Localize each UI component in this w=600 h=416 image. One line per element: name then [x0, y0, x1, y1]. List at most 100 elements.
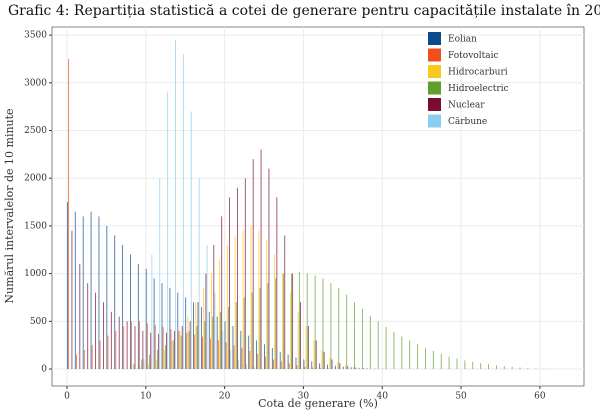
x-tick-label: 50 — [455, 392, 467, 402]
hist-bar — [187, 317, 188, 369]
hist-bar — [181, 336, 182, 369]
hist-bar — [264, 344, 265, 369]
hist-bar — [154, 278, 155, 369]
hist-bar — [84, 350, 85, 369]
hist-bar — [202, 337, 203, 369]
hist-bar — [127, 321, 128, 369]
hist-bar — [166, 333, 167, 369]
hist-bar — [95, 293, 96, 369]
hist-bar — [91, 212, 92, 369]
hist-bar — [174, 331, 175, 369]
hist-bar — [244, 297, 245, 369]
hist-bar — [378, 321, 379, 369]
hist-bar — [119, 317, 120, 369]
hist-bar — [320, 368, 321, 369]
hist-bar — [207, 245, 208, 369]
chart-title: Grafic 4: Repartiția statistică a cotei … — [8, 3, 600, 19]
hist-bar — [251, 226, 252, 369]
hist-bar — [141, 359, 142, 369]
hist-bar — [190, 321, 191, 369]
x-tick-label: 10 — [140, 392, 152, 402]
hist-bar — [199, 178, 200, 369]
hist-bar — [203, 288, 204, 369]
hist-bar — [252, 293, 253, 369]
hist-bar — [265, 357, 266, 369]
hist-bar — [238, 359, 239, 369]
hist-bar — [305, 367, 306, 369]
hist-bar — [307, 274, 308, 369]
hist-bar — [527, 368, 528, 369]
legend-label: Cărbune — [448, 116, 487, 127]
hist-bar — [114, 235, 115, 369]
hist-bar — [212, 317, 213, 369]
hist-bar — [157, 350, 158, 369]
hist-bar — [230, 350, 231, 369]
legend-swatch — [428, 115, 441, 128]
y-tick-label: 3000 — [24, 78, 47, 88]
hist-bar — [169, 288, 170, 369]
hist-bar — [464, 360, 465, 369]
hist-bar — [235, 235, 236, 369]
hist-bar — [284, 235, 285, 369]
legend-label: Hidrocarburi — [448, 68, 508, 78]
hist-bar — [267, 283, 268, 369]
x-tick-label: 40 — [377, 392, 389, 402]
hist-bar — [147, 323, 148, 369]
hist-bar — [123, 326, 124, 369]
hist-bar — [142, 331, 143, 369]
hist-bar — [204, 321, 205, 369]
hist-bar — [151, 255, 152, 369]
hist-bar — [236, 302, 237, 369]
legend-swatch — [428, 82, 441, 95]
hist-bar — [299, 272, 300, 369]
hist-bar — [246, 364, 247, 369]
hist-bar — [324, 352, 325, 369]
legend-label: Hidroelectric — [448, 84, 509, 94]
legend-label: Nuclear — [448, 101, 485, 111]
hist-bar — [131, 321, 132, 369]
hist-bar — [409, 340, 410, 369]
y-tick-label: 1000 — [24, 269, 47, 279]
hist-bar — [401, 337, 402, 369]
hist-bar — [272, 348, 273, 369]
hist-bar — [346, 295, 347, 369]
hist-bar — [312, 368, 313, 369]
y-tick-label: 0 — [41, 365, 47, 375]
hist-bar — [241, 348, 242, 369]
legend-label: Fotovoltaic — [448, 51, 499, 61]
hist-bar — [222, 331, 223, 369]
hist-bar — [196, 326, 197, 369]
hist-bar — [217, 317, 218, 369]
hist-bar — [150, 333, 151, 369]
hist-bar — [183, 54, 184, 369]
hist-bar — [100, 340, 101, 369]
x-tick-label: 30 — [298, 392, 310, 402]
hist-bar — [261, 150, 262, 369]
hist-bar — [330, 283, 331, 369]
hist-bar — [296, 358, 297, 369]
hist-bar — [311, 361, 312, 369]
hist-bar — [496, 365, 497, 369]
hist-bar — [193, 302, 194, 369]
hist-bar — [243, 231, 244, 369]
hist-bar — [449, 357, 450, 369]
hist-bar — [276, 197, 277, 369]
hist-bar — [214, 293, 215, 369]
hist-bar — [249, 351, 250, 369]
hist-bar — [226, 342, 227, 369]
hist-bar — [180, 331, 181, 369]
hist-bar — [347, 366, 348, 369]
hist-bar — [254, 367, 255, 369]
hist-bar — [281, 361, 282, 369]
hist-bar — [92, 345, 93, 369]
hist-bar — [211, 274, 212, 369]
hist-bar — [355, 368, 356, 369]
hist-bar — [319, 363, 320, 369]
hist-bar — [291, 274, 292, 369]
hist-bar — [185, 297, 186, 369]
hist-bar — [210, 338, 211, 369]
hist-bar — [253, 159, 254, 369]
hist-bar — [225, 321, 226, 369]
hist-bar — [258, 231, 259, 369]
legend-swatch — [428, 49, 441, 62]
